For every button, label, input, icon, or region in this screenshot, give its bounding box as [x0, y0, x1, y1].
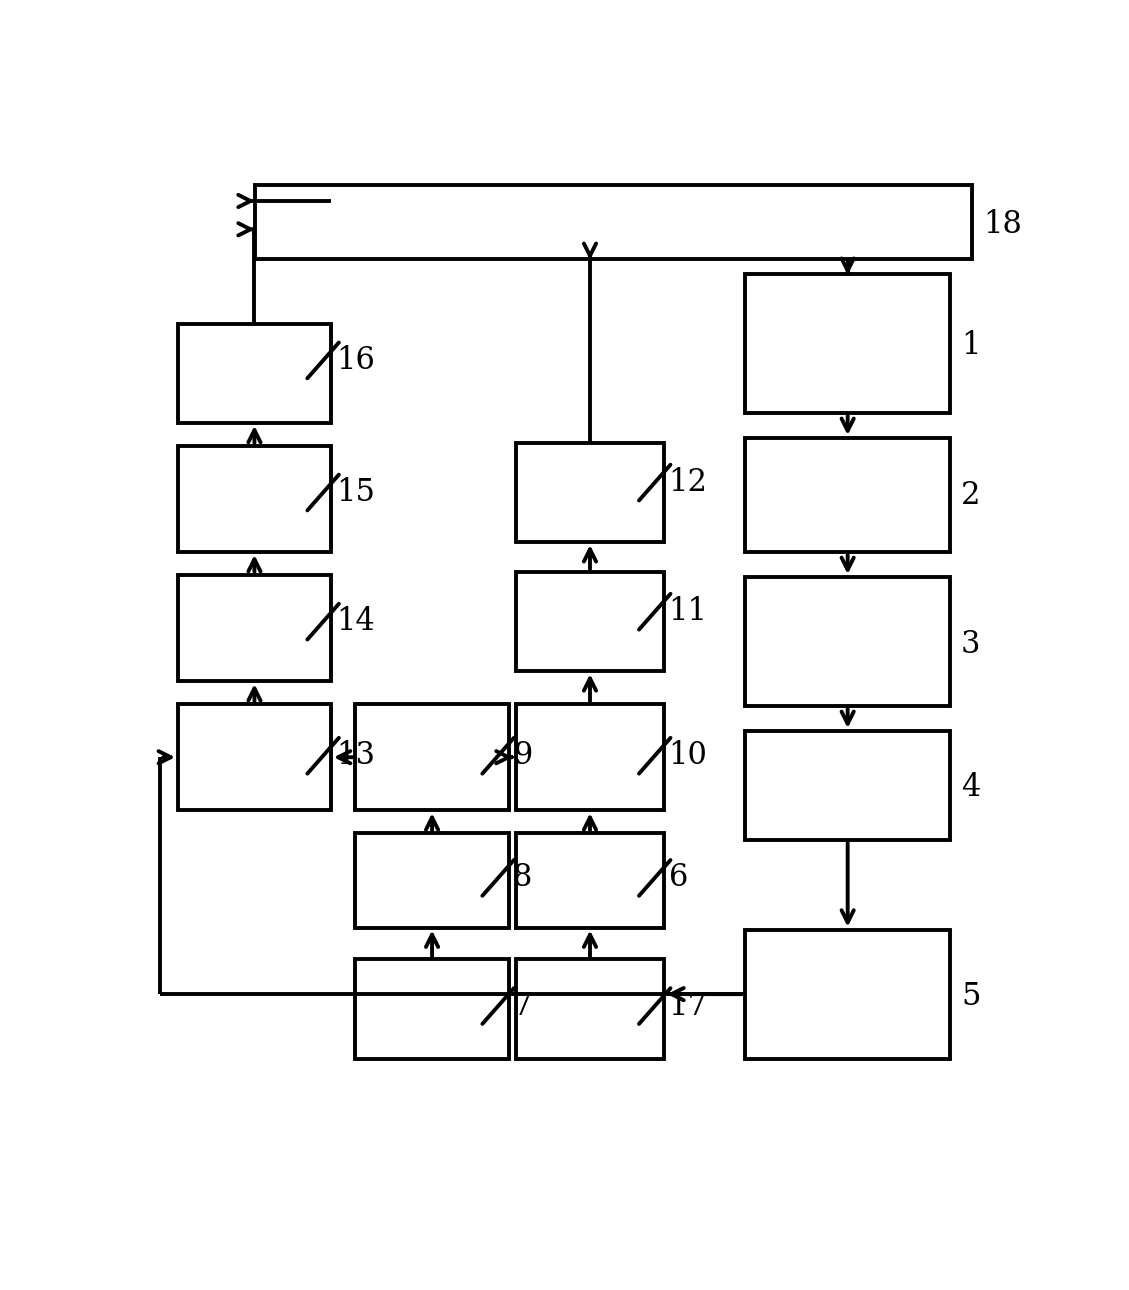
Text: 8: 8 — [513, 863, 533, 894]
Bar — [356, 833, 508, 928]
Text: 9: 9 — [513, 740, 532, 771]
Text: 12: 12 — [668, 467, 708, 498]
Text: 5: 5 — [961, 980, 980, 1011]
Text: 4: 4 — [961, 771, 980, 804]
Text: 14: 14 — [336, 606, 375, 637]
Bar — [178, 575, 331, 681]
Bar — [516, 704, 664, 810]
Bar — [178, 704, 331, 810]
Text: 17: 17 — [668, 991, 708, 1022]
Bar — [178, 446, 331, 552]
Bar — [516, 960, 664, 1059]
Bar — [255, 184, 972, 259]
Text: 16: 16 — [336, 344, 375, 375]
Text: 7: 7 — [513, 991, 533, 1022]
Text: 3: 3 — [961, 630, 980, 660]
Text: 6: 6 — [668, 863, 688, 894]
Bar — [516, 833, 664, 928]
Bar — [178, 324, 331, 423]
Bar — [516, 442, 664, 542]
Text: 15: 15 — [336, 477, 375, 508]
Bar — [745, 930, 951, 1059]
Text: 1: 1 — [961, 330, 980, 361]
Bar — [745, 273, 951, 413]
Bar — [745, 577, 951, 706]
Text: 13: 13 — [336, 740, 375, 771]
Text: 10: 10 — [668, 740, 708, 771]
Text: 11: 11 — [668, 596, 708, 627]
Bar — [356, 960, 508, 1059]
Bar — [356, 704, 508, 810]
Text: 2: 2 — [961, 480, 980, 511]
Text: 18: 18 — [983, 209, 1022, 240]
Bar — [516, 571, 664, 671]
Bar — [745, 437, 951, 552]
Bar — [745, 731, 951, 840]
